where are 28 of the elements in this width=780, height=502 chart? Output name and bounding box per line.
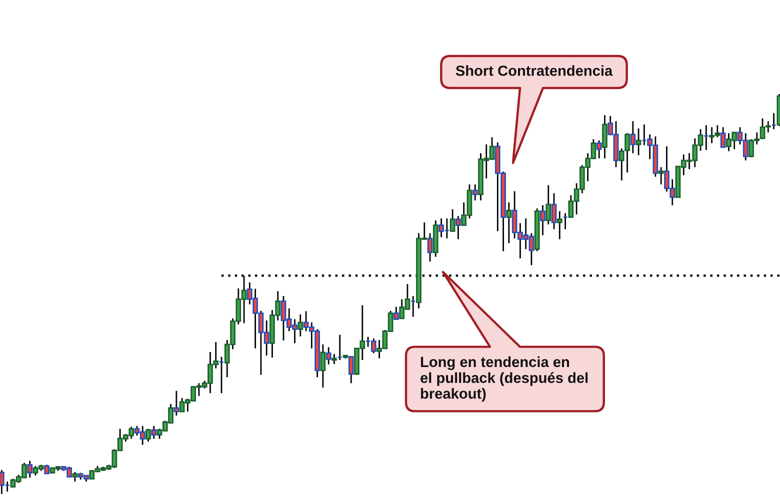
text: Short Contratendencia — [456, 65, 613, 76]
candlestick — [596, 140, 602, 160]
candlestick — [394, 306, 399, 320]
candlestick — [506, 202, 512, 244]
candlestick — [27, 460, 33, 478]
candlestick — [636, 128, 642, 156]
candlestick — [320, 344, 326, 388]
candlestick — [456, 215, 461, 240]
candlestick — [546, 184, 552, 226]
candlestick — [551, 192, 557, 230]
candlestick — [630, 120, 636, 154]
candlestick — [151, 425, 157, 440]
annotation: Long en tendencia en el pullback (después del breakout) — [420, 356, 588, 402]
candlestick — [472, 184, 478, 202]
candlestick — [174, 390, 180, 416]
candlestick — [556, 210, 562, 240]
candlestick — [427, 232, 433, 262]
candlestick — [348, 356, 354, 384]
candlestick — [332, 353, 337, 365]
candlestick — [602, 114, 608, 160]
candlestick — [720, 126, 726, 148]
candlestick — [450, 208, 456, 232]
candlestick — [298, 314, 304, 338]
candlestick — [658, 166, 664, 186]
candlestick — [146, 428, 151, 442]
candlestick — [72, 471, 78, 482]
candlestick — [540, 204, 546, 236]
candlestick — [326, 346, 332, 366]
